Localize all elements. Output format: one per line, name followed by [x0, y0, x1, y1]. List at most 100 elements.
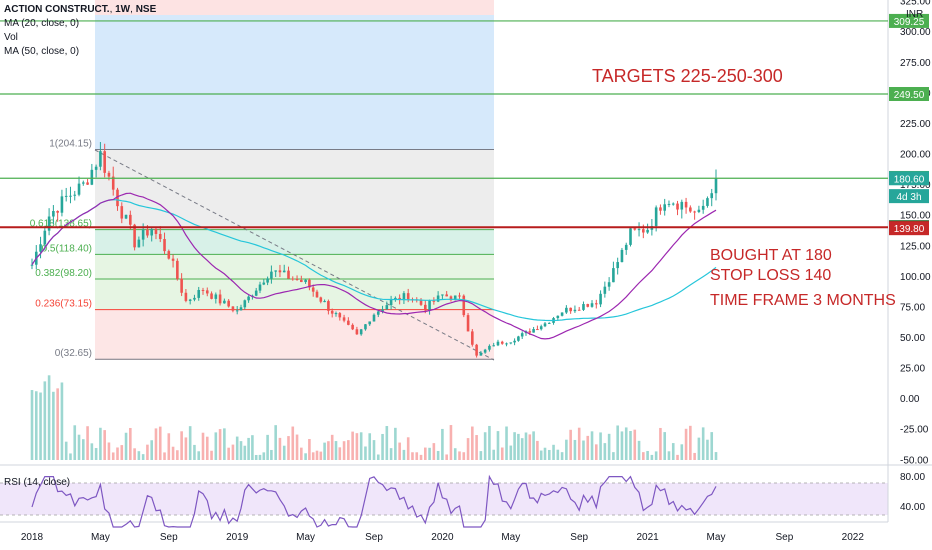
candle-body — [471, 331, 474, 345]
fib-level-label: 0.618(138.65) — [30, 219, 92, 230]
candle-body — [214, 294, 218, 299]
candle-body — [424, 304, 427, 311]
volume-bar — [620, 431, 624, 460]
volume-bar — [205, 436, 209, 460]
candle-body — [311, 287, 315, 292]
candle-body — [235, 310, 239, 312]
volume-bar — [500, 447, 504, 460]
volume-bar — [701, 427, 705, 460]
volume-bar — [398, 442, 401, 460]
volume-bar — [428, 447, 431, 460]
candle-body — [304, 279, 307, 283]
candle-body — [231, 306, 235, 311]
volume-bar — [64, 441, 68, 460]
candle-body — [193, 297, 196, 300]
volume-bar — [436, 450, 440, 460]
time-tick: 2022 — [842, 532, 865, 543]
candle-body — [556, 315, 560, 319]
candle-body — [513, 340, 516, 343]
volume-bar — [385, 426, 389, 460]
price-tick: -25.00 — [900, 425, 929, 436]
candle-body — [629, 228, 632, 245]
candle-body — [330, 310, 334, 314]
horizontal-lines[interactable] — [0, 20, 888, 229]
candle-body — [368, 321, 372, 325]
time-axis[interactable]: 2018 May Sep 2019 May Sep 2020 May Sep 2021 May Sep… — [21, 532, 864, 543]
fib-retracement[interactable]: 1(204.15) 0.618(138.65) 0.5(118.40) 0.382(9… — [30, 138, 494, 360]
volume-bar — [441, 428, 444, 460]
candle-body — [137, 239, 141, 248]
candle-body — [43, 230, 47, 245]
price-tick: 150.00 — [900, 211, 931, 222]
price-tag-bg — [889, 221, 929, 236]
volume-bar — [552, 444, 555, 460]
candle-body — [315, 291, 319, 298]
ma50-line — [31, 198, 717, 322]
volume-bar — [462, 452, 466, 460]
volume-bar — [278, 437, 282, 460]
candle-body — [509, 342, 513, 344]
symbol-title[interactable]: ACTION CONSTRUCT., 1W, NSE — [4, 4, 157, 15]
volume-bar — [449, 425, 453, 460]
price-tag-text: 309.25 — [894, 17, 925, 28]
candle-body — [676, 203, 679, 210]
volume-bar — [304, 453, 307, 460]
candle-body — [158, 233, 162, 240]
volume-bar — [351, 431, 354, 460]
price-tick: 275.00 — [900, 58, 931, 69]
price-axis[interactable]: 325.00300.00275.00250.00225.00200.00175.… — [900, 0, 931, 466]
date-range-blue-zone — [95, 15, 494, 150]
volume-bar — [710, 432, 714, 460]
candle-body — [171, 258, 175, 261]
candle-body — [355, 329, 359, 335]
candle-body — [565, 307, 568, 313]
candle-body — [520, 333, 524, 337]
volume-bar — [419, 454, 423, 460]
fib-level-label: 0.5(118.40) — [42, 243, 92, 254]
candle-body — [176, 260, 179, 279]
volume-bar — [590, 431, 594, 460]
candle-body — [620, 249, 624, 263]
candle-body — [402, 293, 406, 301]
volume-bar — [342, 441, 346, 460]
volume-bar — [300, 447, 303, 460]
time-tick: 2019 — [226, 532, 249, 543]
candle-body — [376, 311, 380, 315]
volume-bar — [445, 454, 448, 460]
volume-bar — [624, 427, 628, 460]
volume-bar — [171, 446, 175, 460]
candle-body — [646, 229, 649, 233]
price-tick: 0.00 — [900, 394, 920, 405]
candle-body — [445, 294, 448, 297]
candle-body — [671, 203, 675, 205]
candle-body — [539, 326, 543, 330]
volume-bar — [129, 427, 132, 460]
rsi-band — [0, 483, 888, 515]
volume-bar — [496, 431, 500, 460]
candle-body — [308, 279, 311, 288]
volume-bar — [291, 426, 295, 460]
candle-body — [406, 293, 410, 300]
indicator-ma20-label[interactable]: MA (20, close, 0) — [4, 18, 80, 29]
candle-body — [167, 251, 171, 259]
indicator-vol-label[interactable]: Vol — [4, 32, 18, 43]
volume-bar — [315, 450, 319, 460]
volume-bar — [569, 429, 572, 460]
price-tag-text: 180.60 — [894, 174, 925, 185]
candle-body — [56, 211, 59, 213]
volume-bar — [424, 447, 427, 460]
volume-bar — [77, 434, 81, 460]
candle-body — [633, 228, 637, 230]
volume-bar — [330, 434, 334, 460]
candle-body — [505, 343, 508, 345]
indicator-ma50-label[interactable]: MA (50, close, 0) — [4, 46, 80, 57]
volume-bar — [402, 449, 406, 460]
volume-bar — [389, 448, 393, 460]
trade-annotation-bought: BOUGHT AT 180 — [710, 247, 832, 264]
price-tick: 25.00 — [900, 364, 925, 375]
candle-body — [270, 271, 273, 279]
candle-body — [532, 329, 535, 333]
volume-bar — [680, 444, 684, 460]
volume-bar — [82, 439, 85, 460]
